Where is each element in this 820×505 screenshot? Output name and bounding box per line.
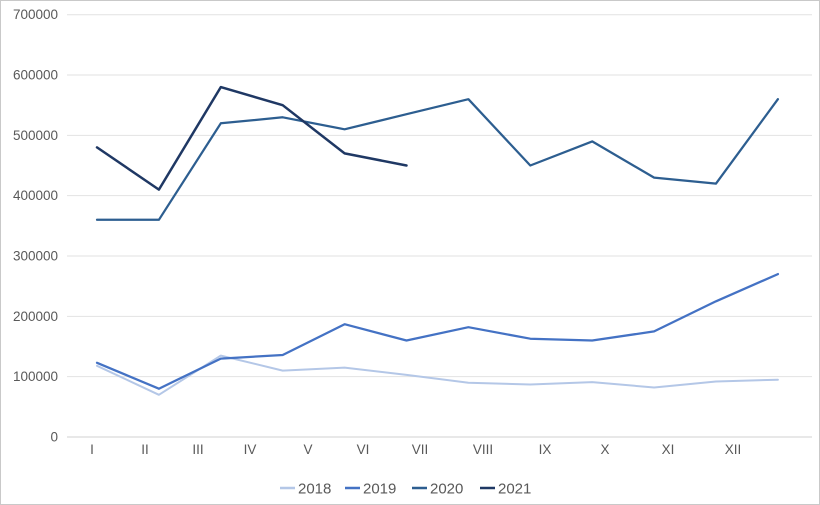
series-line-2018 (96, 354, 779, 396)
x-axis-tick-label: X (600, 442, 609, 457)
x-axis-tick-label: I (90, 442, 94, 457)
x-axis-tick-label: VI (357, 442, 370, 457)
series-line-2019 (95, 272, 780, 390)
x-axis-tick-label: V (303, 442, 312, 457)
y-axis-tick-label: 200000 (13, 309, 58, 324)
x-axis-tick-label: IV (244, 442, 257, 457)
y-axis-tick-label: 400000 (13, 188, 58, 203)
series-line-2020 (95, 98, 780, 221)
y-axis-tick-label: 600000 (13, 68, 58, 83)
legend-label-2018: 2018 (298, 481, 331, 498)
x-axis-tick-label: VII (412, 442, 429, 457)
y-axis-tick-label: 100000 (13, 369, 58, 384)
x-axis-tick-label: III (192, 442, 203, 457)
x-axis-tick-label: XII (725, 442, 742, 457)
legend-label-2021: 2021 (498, 481, 531, 498)
legend-label-2020: 2020 (430, 481, 463, 498)
y-axis-tick-label: 0 (50, 430, 58, 445)
y-axis-tick-label: 300000 (13, 249, 58, 264)
series-line-2021 (95, 85, 408, 191)
y-axis-tick-label: 500000 (13, 128, 58, 143)
y-axis-tick-label: 700000 (13, 7, 58, 22)
x-axis-tick-label: VIII (473, 442, 493, 457)
legend-label-2019: 2019 (363, 481, 396, 498)
x-axis-tick-label: XI (662, 442, 675, 457)
x-axis-tick-label: IX (539, 442, 552, 457)
x-axis-tick-label: II (141, 442, 149, 457)
